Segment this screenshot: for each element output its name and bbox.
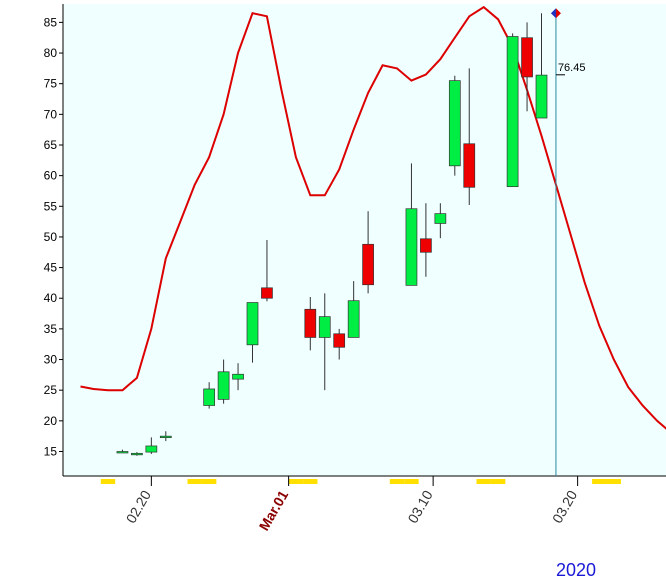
candle — [521, 22, 533, 112]
plot-area — [63, 4, 666, 476]
x-axis-marker — [606, 479, 621, 484]
candle-body — [304, 308, 317, 338]
x-tick-label: 03.20 — [549, 487, 580, 526]
candles — [116, 13, 548, 456]
candle-body — [261, 287, 273, 299]
y-tick-label: 25 — [44, 383, 58, 397]
candle-body — [463, 143, 476, 188]
candle-body — [405, 208, 418, 286]
x-axis-marker — [100, 479, 116, 484]
current-value-label: 76.45 — [558, 62, 586, 74]
candle — [203, 382, 215, 409]
y-tick-label: 80 — [44, 46, 58, 60]
x-tick-label: Mar.01 — [256, 487, 292, 533]
y-tick-label: 20 — [44, 414, 58, 428]
candle — [159, 431, 172, 442]
marker-diamond-left — [550, 8, 556, 19]
crosshair: 76.45 — [550, 8, 586, 476]
candle — [246, 302, 259, 363]
candle — [131, 452, 143, 456]
y-tick-label: 75 — [44, 77, 58, 91]
candle — [448, 75, 461, 176]
candle-body — [159, 435, 172, 439]
candle-body — [131, 452, 143, 456]
candle-body — [318, 316, 331, 338]
x-axis-marker — [187, 479, 202, 484]
y-tick-label: 30 — [44, 353, 58, 367]
candle — [434, 203, 447, 239]
candle — [217, 359, 230, 404]
candle-body — [521, 37, 533, 78]
candle — [535, 13, 548, 119]
x-tick-label: 02.20 — [123, 487, 154, 526]
candle — [333, 328, 346, 360]
y-tick-label: 60 — [44, 169, 58, 183]
candle — [232, 363, 244, 391]
candle-body — [246, 302, 259, 346]
indicator-line-path — [80, 5, 666, 430]
x-axis-marker — [303, 479, 318, 484]
candle-body — [333, 333, 346, 348]
x-tick-label: 03.10 — [404, 487, 435, 526]
y-tick-label: 85 — [44, 15, 58, 29]
candle — [405, 163, 418, 286]
candle-body — [347, 300, 360, 338]
candle — [145, 437, 158, 454]
candle-body — [203, 388, 215, 406]
candle — [463, 68, 476, 206]
x-axis-marker — [476, 479, 491, 484]
indicator-line — [80, 5, 666, 430]
candle-body — [217, 371, 230, 400]
candle — [261, 240, 273, 302]
x-tick-labels: 02.20 Mar.01 03.10 03.20 — [123, 476, 580, 533]
x-axis-marker — [490, 479, 506, 484]
candle — [347, 281, 360, 338]
x-axis-marker — [592, 479, 607, 484]
candle-body — [506, 36, 519, 188]
y-tick-label: 65 — [44, 138, 58, 152]
candle-body — [420, 238, 432, 253]
marker-diamond-right — [555, 8, 561, 19]
candle-body — [232, 373, 244, 380]
candle — [318, 293, 331, 391]
y-tick-labels: 15 20 25 30 35 40 45 50 55 60 65 70 75 80 85 — [44, 15, 63, 458]
candle-body — [145, 445, 158, 453]
candle-body — [535, 74, 548, 119]
candle — [362, 211, 374, 294]
candle — [420, 203, 432, 277]
y-tick-label: 50 — [44, 230, 58, 244]
candle-body — [116, 451, 129, 454]
y-tick-label: 70 — [44, 107, 58, 121]
x-axis-marker — [389, 479, 405, 484]
x-axis-marker — [201, 479, 217, 484]
y-tick-label: 55 — [44, 199, 58, 213]
candle — [304, 297, 317, 351]
candle-body — [448, 80, 461, 167]
y-tick-label: 35 — [44, 322, 58, 336]
candle — [506, 33, 519, 188]
candle-body — [362, 243, 374, 286]
axes — [62, 4, 666, 477]
y-tick-label: 15 — [44, 444, 58, 458]
x-axis-markers — [100, 479, 621, 484]
y-tick-label: 45 — [44, 261, 58, 275]
year-label: 2020 — [556, 560, 596, 580]
y-tick-label: 40 — [44, 291, 58, 305]
candle-body — [434, 213, 447, 224]
candle — [116, 449, 129, 454]
x-axis-marker — [404, 479, 419, 484]
x-axis-marker — [288, 479, 304, 484]
